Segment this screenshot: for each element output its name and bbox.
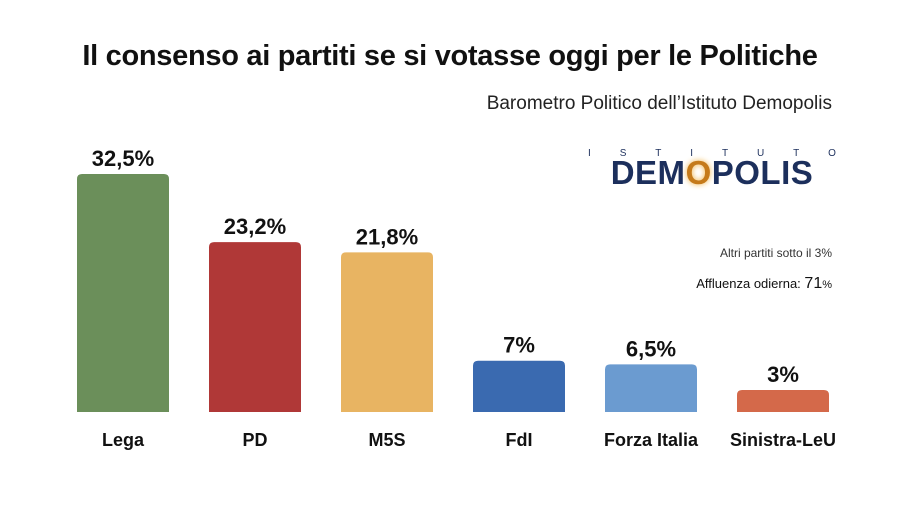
bar-value-label: 32,5% bbox=[92, 146, 154, 171]
bar-m5s bbox=[341, 252, 433, 412]
logo-letter: T bbox=[721, 148, 729, 159]
bar-value-label: 23,2% bbox=[224, 214, 286, 239]
bar-lega bbox=[77, 174, 169, 412]
chart-subtitle: Barometro Politico dell’Istituto Demopol… bbox=[486, 93, 832, 114]
note-affluenza: Affluenza odierna: 71% bbox=[696, 275, 832, 293]
chart-title: Il consenso ai partiti se si votasse ogg… bbox=[82, 40, 818, 72]
logo-letter: T bbox=[793, 148, 800, 159]
logo-sun-o: O bbox=[685, 154, 712, 191]
logo-letter: I bbox=[588, 148, 591, 159]
bar-value-label: 3% bbox=[767, 362, 799, 387]
bar-value-label: 7% bbox=[503, 333, 535, 358]
logo-letter: T bbox=[655, 148, 662, 159]
bar-sinistra-leu bbox=[737, 390, 829, 412]
logo-wordmark: DEMOPOLIS bbox=[586, 154, 838, 192]
affluenza-value: 71 bbox=[804, 275, 823, 292]
category-label: FdI bbox=[506, 430, 533, 450]
bar-value-label: 6,5% bbox=[626, 336, 676, 361]
bar-pd bbox=[209, 242, 301, 412]
logo-letter: U bbox=[756, 148, 765, 159]
bar-value-label: 21,8% bbox=[356, 224, 418, 249]
logo-letter: S bbox=[619, 148, 627, 159]
category-label: Lega bbox=[102, 430, 145, 450]
note-altri-partiti: Altri partiti sotto il 3% bbox=[719, 246, 832, 260]
logo-letter: O bbox=[828, 148, 836, 159]
category-label: M5S bbox=[368, 430, 405, 450]
category-label: Sinistra-LeU bbox=[730, 430, 836, 450]
logo-name-pre: DEM bbox=[610, 154, 686, 191]
category-label: PD bbox=[242, 430, 267, 450]
bar-fdi bbox=[473, 360, 565, 412]
logo-letter: I bbox=[690, 148, 694, 159]
bar-forza-italia bbox=[605, 364, 697, 412]
affluenza-unit: % bbox=[822, 279, 832, 291]
logo-name-post: POLIS bbox=[711, 154, 814, 191]
category-label: Forza Italia bbox=[604, 430, 699, 450]
affluenza-label: Affluenza odierna: bbox=[696, 276, 801, 291]
